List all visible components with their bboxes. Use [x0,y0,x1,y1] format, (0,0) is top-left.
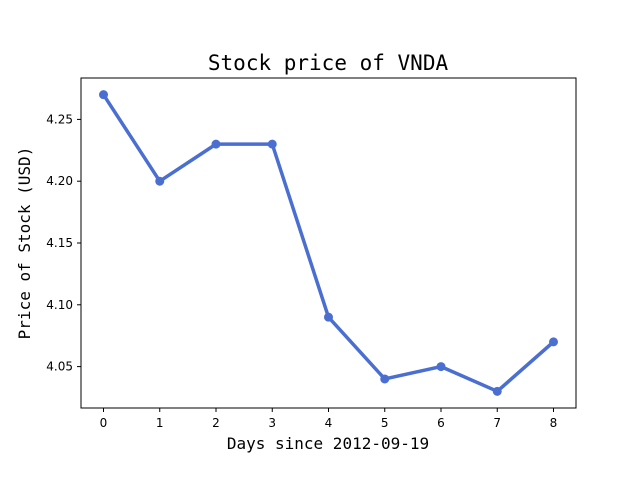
series-line [101,92,556,394]
x-tick-label: 5 [381,416,389,430]
y-tick-label: 4.20 [46,174,73,188]
data-point [492,386,502,396]
data-point [155,176,165,186]
data-point [267,139,277,149]
x-tick-label: 2 [212,416,220,430]
x-tick-label: 7 [493,416,501,430]
x-axis-label: Days since 2012-09-19 [227,434,429,453]
x-tick-label: 1 [156,416,164,430]
data-point [211,139,221,149]
x-tick-label: 0 [100,416,108,430]
y-tick-label: 4.05 [46,360,73,374]
y-axis-label: Price of Stock (USD) [15,147,34,340]
data-point [436,362,446,372]
data-point [549,337,558,347]
x-tick-label: 3 [268,416,276,430]
y-tick-label: 4.10 [46,298,73,312]
data-point [99,90,108,100]
x-tick-label: 8 [550,416,558,430]
x-axis: 0 1 2 3 4 5 6 7 8 [100,408,558,430]
x-tick-label: 6 [437,416,445,430]
data-point [380,374,390,384]
chart-title: Stock price of VNDA [208,51,449,75]
x-tick-label: 4 [325,416,333,430]
series-points [99,90,558,396]
plot-area [80,77,577,409]
y-tick-label: 4.15 [46,236,73,250]
y-tick-label: 4.25 [46,112,73,126]
y-axis: 4.05 4.10 4.15 4.20 4.25 [46,112,81,374]
data-point [324,312,333,322]
